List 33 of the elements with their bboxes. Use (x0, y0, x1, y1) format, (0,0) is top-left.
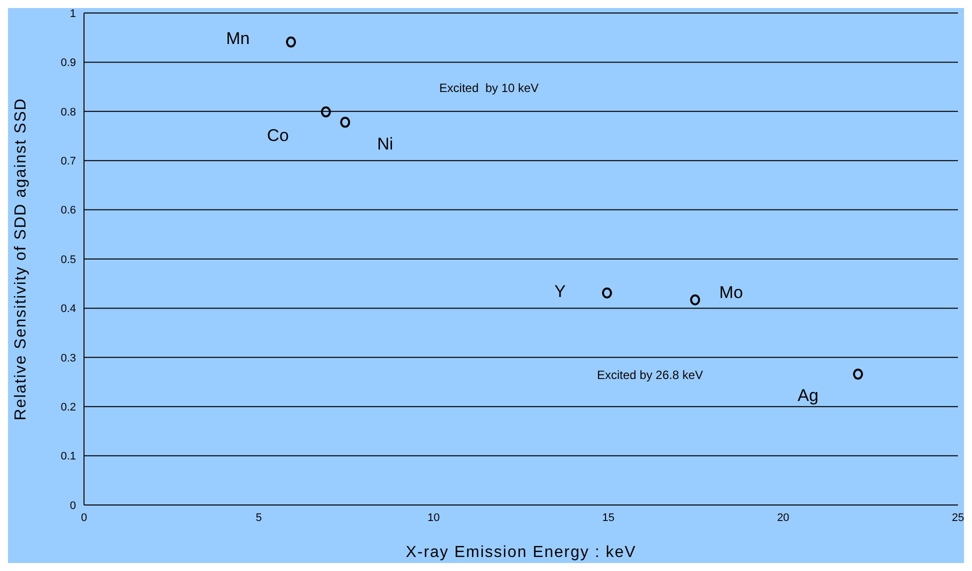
point (286, 36, 296, 48)
annotation: Ag (798, 386, 818, 406)
y-tick-label: 0.1 (60, 450, 76, 463)
y-tick-label: 0.5 (60, 254, 76, 266)
y-tick-label: 0 (70, 500, 76, 512)
annotation: Co (267, 126, 289, 145)
y-tick-label: 0.3 (60, 352, 76, 364)
y-tick-label: 0.7 (60, 156, 76, 168)
y-tick-label: 0.6 (60, 204, 76, 217)
annotation: Excited by 26.8 keV (596, 368, 704, 382)
x-tick-label: 20 (777, 512, 790, 524)
x-tick-label: 10 (427, 512, 440, 524)
point (853, 368, 864, 380)
annotation: Y (554, 282, 566, 301)
x-tick-label: 25 (952, 512, 964, 524)
annotation: Ni (377, 134, 394, 154)
x-tick-label: 15 (602, 512, 615, 524)
annotation: Mn (226, 29, 250, 48)
point (690, 294, 700, 306)
point (340, 116, 350, 128)
point (320, 106, 331, 118)
y-tick-label: 0.2 (60, 402, 76, 414)
point (602, 287, 612, 298)
x-tick-label: 0 (80, 512, 88, 524)
y-tick-label: 0.4 (60, 303, 76, 316)
y-tick-label: 0.8 (60, 106, 76, 118)
y-tick-label: 0.9 (60, 57, 76, 70)
y-tick-label: 1 (70, 8, 76, 20)
y-axis-title: Relative Sensitivity of SDD against SSD (12, 98, 30, 420)
x-tick-label: 5 (256, 512, 262, 524)
annotation: Mo (719, 282, 743, 302)
x-axis-title: X-ray Emission Energy : keV (406, 544, 636, 561)
annotation: Excited by 10 keV (439, 81, 539, 95)
